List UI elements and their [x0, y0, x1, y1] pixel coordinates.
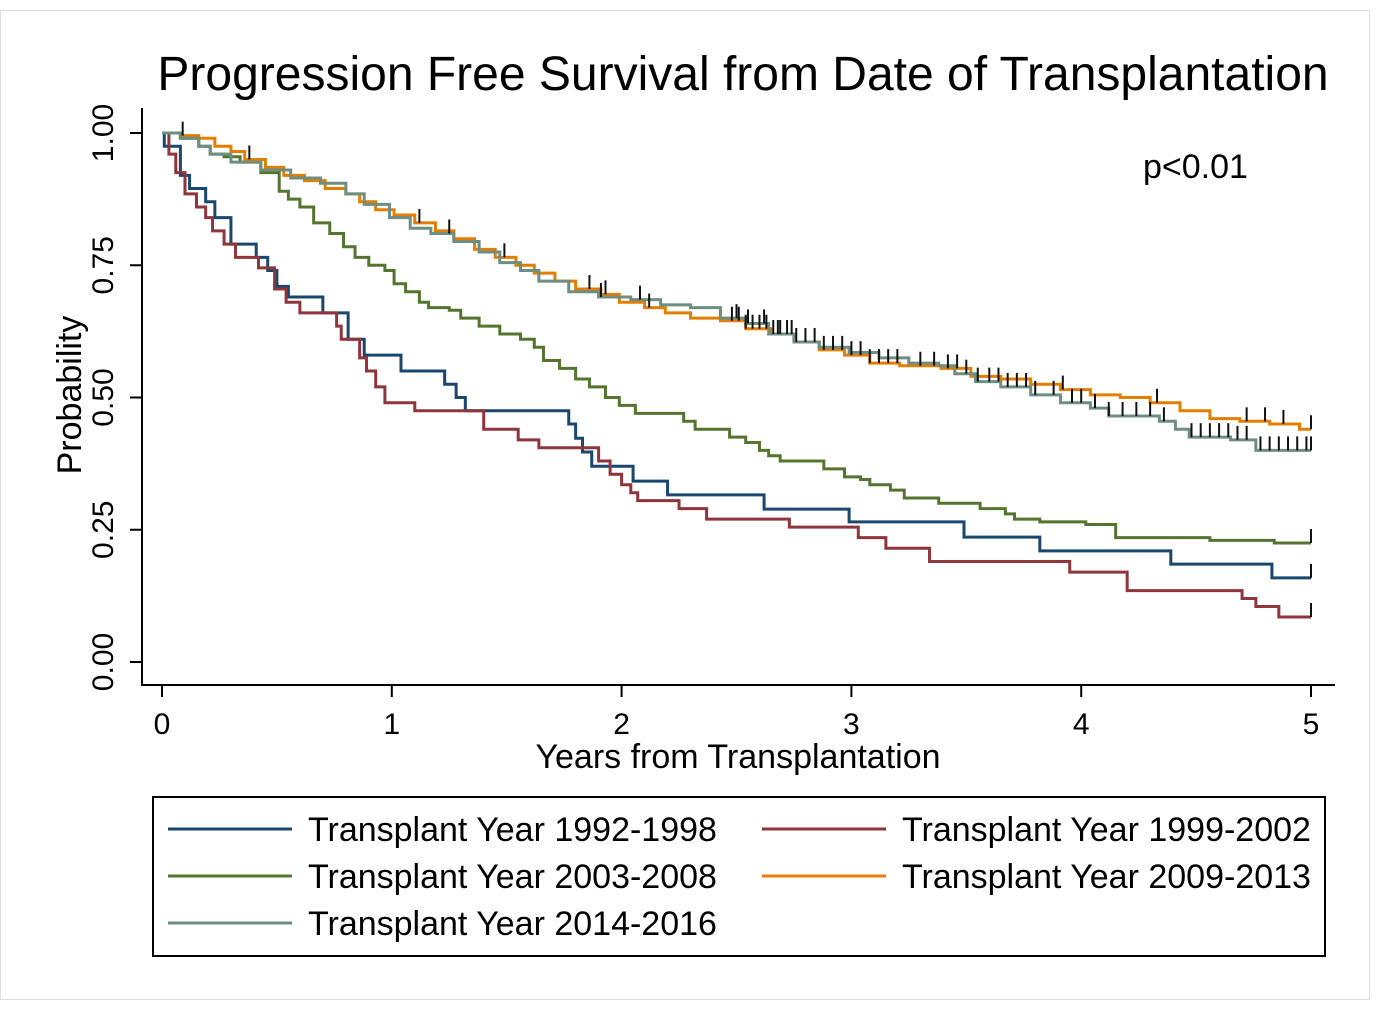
y-tick-label: 0.50	[87, 368, 120, 426]
x-tick-label: 5	[1303, 708, 1320, 741]
legend-box	[152, 796, 1326, 957]
legend-label-1999-2002: Transplant Year 1999-2002	[902, 811, 1311, 849]
legend-label-1992-1998: Transplant Year 1992-1998	[308, 811, 717, 849]
y-tick-label: 0.25	[87, 501, 120, 559]
legend: Transplant Year 1992-1998 Transplant Year…	[152, 796, 1326, 957]
survival-curve-2014-2016	[162, 131, 1311, 452]
p-value-annotation: p<0.01	[1143, 148, 1248, 186]
x-tick-label: 0	[154, 708, 171, 741]
legend-label-2014-2016: Transplant Year 2014-2016	[308, 905, 717, 943]
survival-curve-2003-2008	[162, 131, 1311, 545]
x-tick-label: 1	[383, 708, 400, 741]
x-tick-label: 4	[1073, 708, 1090, 741]
legend-label-2003-2008: Transplant Year 2003-2008	[308, 858, 717, 896]
y-axis-title: Probability	[51, 316, 89, 475]
y-axis-ticks: 0.00 0.25 0.50 0.75 1.00	[87, 104, 142, 691]
x-axis-title: Years from Transplantation	[535, 738, 940, 776]
y-tick-label: 1.00	[87, 104, 120, 162]
plot-area: 0.00 0.25 0.50 0.75 1.00 0 1 2 3 4 5	[87, 104, 1335, 741]
legend-label-2009-2013: Transplant Year 2009-2013	[902, 858, 1311, 896]
chart-title: Progression Free Survival from Date of T…	[157, 48, 1328, 101]
survival-curve-1992-1998	[162, 131, 1311, 580]
legend-items: Transplant Year 1992-1998 Transplant Year…	[168, 811, 1311, 943]
survival-curve-1999-2002	[162, 131, 1311, 619]
x-tick-label: 2	[613, 708, 630, 741]
survival-curves	[162, 131, 1311, 619]
survival-curve-2009-2013	[162, 131, 1311, 431]
x-axis-ticks: 0 1 2 3 4 5	[154, 685, 1320, 741]
x-tick-label: 3	[843, 708, 860, 741]
y-tick-label: 0.00	[87, 633, 120, 691]
y-tick-label: 0.75	[87, 236, 120, 294]
censor-marks	[181, 121, 1312, 618]
